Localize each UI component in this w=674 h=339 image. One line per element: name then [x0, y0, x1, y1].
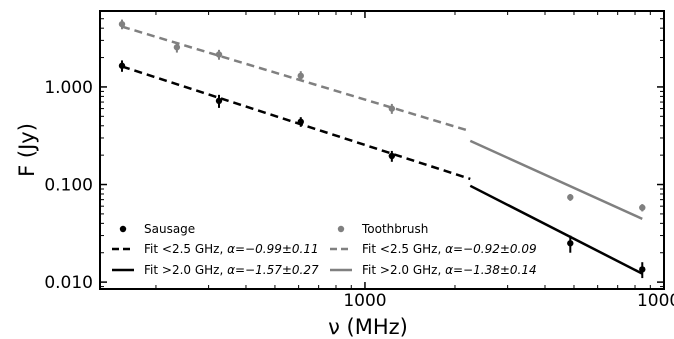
toothbrush-point-1 [173, 44, 181, 51]
toothbrush-point-4 [388, 105, 396, 112]
toothbrush-point-6 [639, 204, 646, 211]
legend-alpha-1-2: α=−1.38±0.14 [445, 263, 537, 277]
toothbrush-point-5 [567, 194, 574, 201]
y-tick-label-1: 0.100 [44, 176, 93, 196]
x-tick-label-1: 10000 [637, 291, 674, 311]
legend-alpha-0-1: α=−0.99±0.11 [227, 242, 319, 256]
x-axis-label: ν (MHz) [328, 315, 408, 339]
legend-label-0-2: Fit >2.0 GHz, α=−1.57±0.27 [144, 263, 319, 277]
legend: Sausage Fit <2.5 GHz, α=−0.99±0.11 Fit >2.… [112, 222, 537, 277]
y-axis-label: F (Jy) [15, 123, 39, 177]
toothbrush-point-2 [215, 51, 223, 58]
fit-line-sausage-0 [121, 65, 471, 181]
legend-label-0-0: Sausage [144, 222, 195, 236]
x-tick-label-0: 1000 [343, 291, 386, 311]
sausage-point-1 [215, 97, 223, 105]
sausage-point-4 [567, 240, 574, 247]
legend-label-1-1: Fit <2.5 GHz, α=−0.92±0.09 [362, 242, 537, 256]
fit-line-toothbrush-3 [469, 139, 643, 220]
sausage-point-2 [297, 118, 304, 125]
legend-handle-1-0 [337, 225, 345, 233]
toothbrush-point-3 [297, 72, 304, 80]
toothbrush-point-0 [118, 20, 126, 28]
legend-alpha-1-1: α=−0.92±0.09 [445, 242, 537, 256]
legend-handle-0-0 [119, 225, 127, 233]
legend-label-1-2: Fit >2.0 GHz, α=−1.38±0.14 [362, 263, 537, 277]
plot-frame [99, 10, 665, 290]
legend-label-1-0: Toothbrush [361, 222, 428, 236]
y-tick-label-0: 0.010 [44, 273, 93, 293]
fit-lines [121, 25, 643, 275]
y-axis-ticks: 0.010 0.100 1.000 [44, 10, 664, 293]
legend-alpha-0-2: α=−1.57±0.27 [227, 263, 319, 277]
legend-label-0-1: Fit <2.5 GHz, α=−0.99±0.11 [144, 242, 319, 256]
sausage-point-0 [118, 62, 126, 69]
fit-line-sausage-1 [469, 184, 643, 275]
y-tick-label-2: 1.000 [44, 78, 93, 98]
x-axis-ticks: 1000 10000 [155, 11, 674, 311]
data-points [118, 19, 646, 279]
sausage-point-5 [639, 266, 646, 273]
fit-line-toothbrush-2 [121, 25, 471, 133]
sausage-point-3 [388, 152, 396, 160]
